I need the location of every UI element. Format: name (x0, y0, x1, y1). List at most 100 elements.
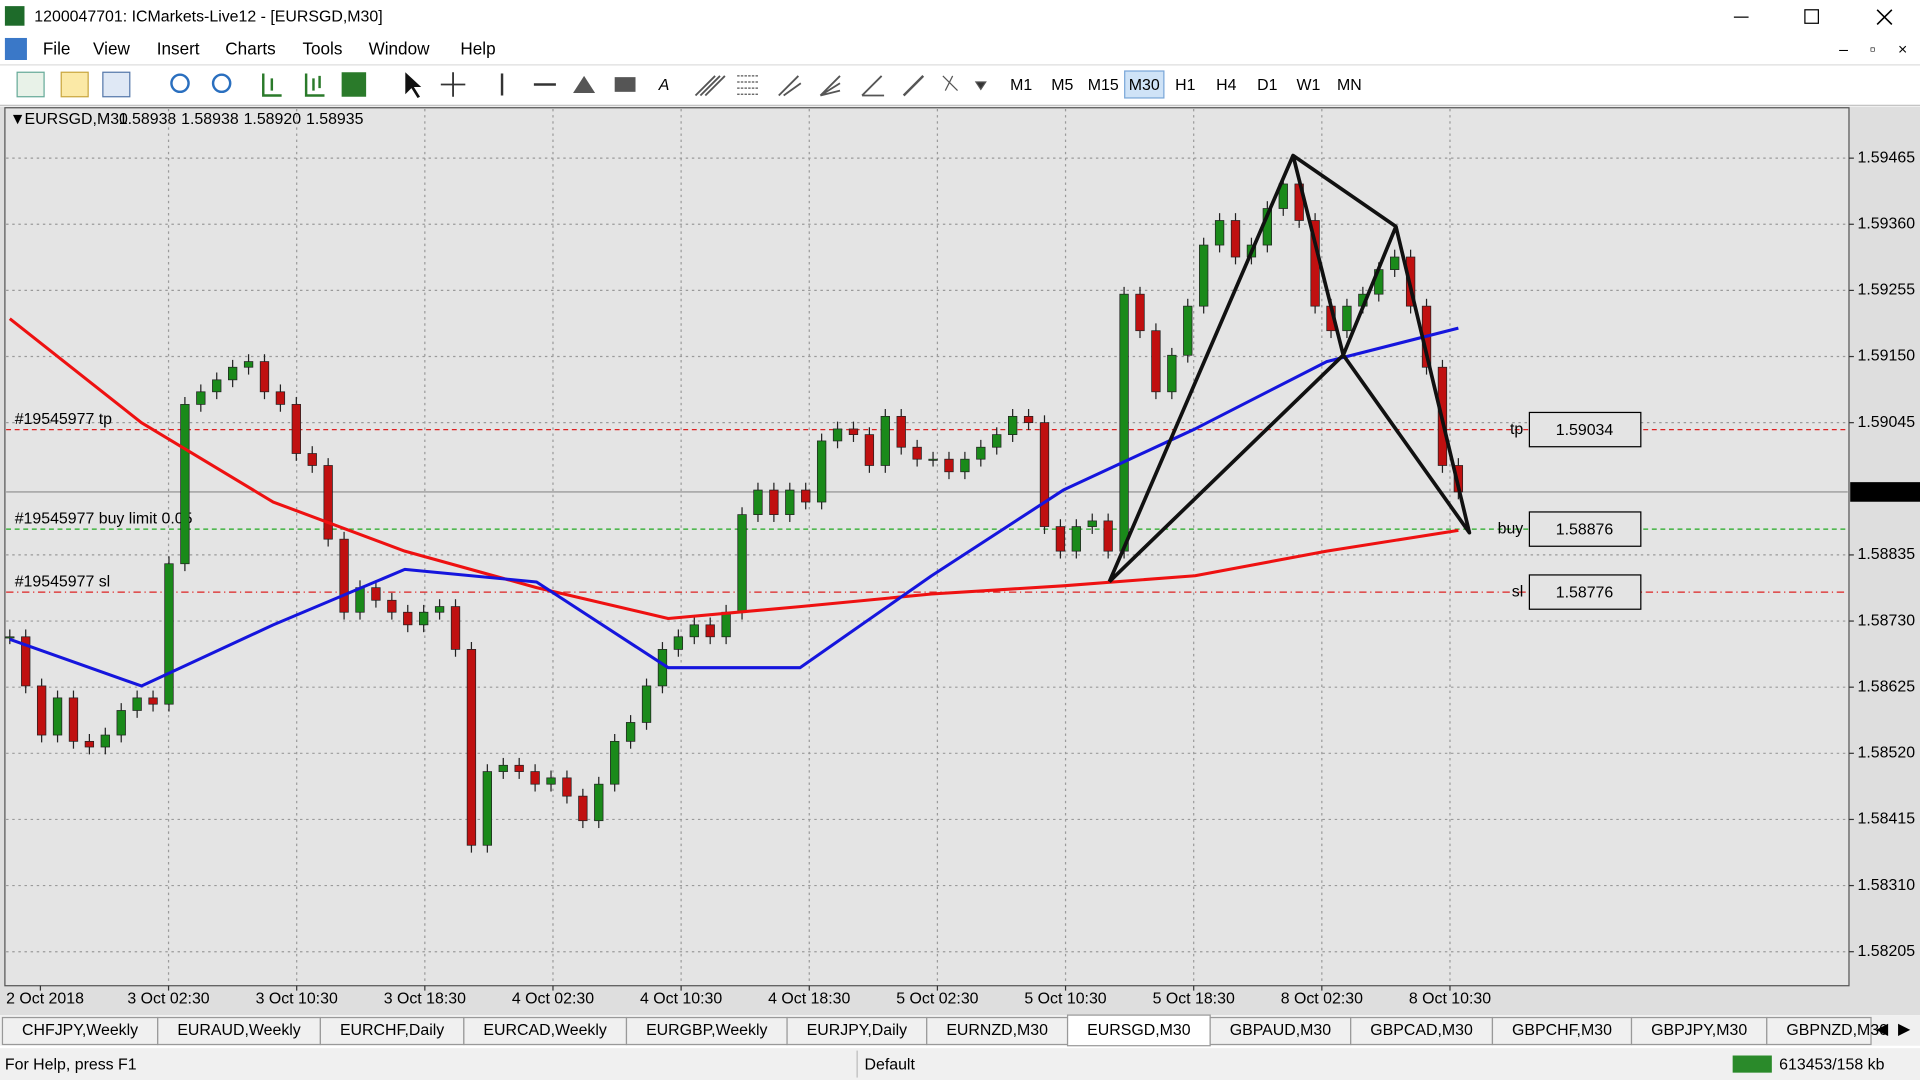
timeframe-button[interactable]: W1 (1296, 77, 1320, 94)
tab-label[interactable]: GBPCHF,M30 (1512, 1022, 1612, 1039)
tab-label[interactable]: GBPJPY,M30 (1651, 1022, 1747, 1039)
candle-body (721, 611, 731, 638)
tool-new-chart[interactable] (16, 71, 45, 98)
mdi-close[interactable]: × (1898, 41, 1907, 58)
menu-item[interactable]: Tools (302, 39, 342, 59)
tool-candles[interactable] (304, 73, 325, 97)
candle-body (1135, 293, 1145, 332)
tool-triangle[interactable] (573, 75, 596, 94)
candle-body (164, 563, 174, 705)
candle-body (514, 764, 524, 772)
tab-active[interactable] (1066, 1014, 1211, 1047)
candle-body (737, 514, 747, 613)
candle-body (944, 458, 954, 473)
tab[interactable] (319, 1016, 465, 1046)
candle-body (594, 783, 604, 822)
tab-label[interactable]: EURJPY,Daily (807, 1022, 908, 1039)
candle-body (387, 599, 397, 613)
tool-fibo[interactable] (737, 75, 760, 95)
tab-label[interactable]: EURNZD,M30 (946, 1022, 1048, 1039)
tool-bar-chart[interactable] (262, 73, 282, 97)
candle-body (816, 440, 827, 503)
menu-item[interactable]: Help (460, 39, 495, 59)
candle-body (1087, 520, 1097, 527)
restore-button[interactable] (1804, 9, 1819, 24)
timeframe-button[interactable]: M15 (1088, 77, 1119, 94)
tab-label[interactable]: CHFJPY,Weekly (22, 1022, 138, 1039)
tool-trendline[interactable] (902, 75, 925, 97)
tab[interactable] (625, 1016, 788, 1046)
candle-body (84, 740, 95, 748)
tab[interactable] (1, 1016, 159, 1046)
quote-value: 1.58935 (306, 111, 364, 128)
mdi-minimize[interactable]: – (1839, 41, 1848, 58)
tab[interactable] (157, 1016, 321, 1046)
timeframe-button[interactable]: M1 (1010, 77, 1032, 94)
tab-label[interactable]: GBPAUD,M30 (1230, 1022, 1332, 1039)
tool-rectangle[interactable] (614, 77, 636, 92)
tool-zoom-in[interactable] (170, 73, 190, 94)
tool-navigator[interactable] (102, 71, 131, 98)
tool-fan[interactable] (778, 75, 802, 97)
tab[interactable] (1350, 1016, 1494, 1046)
timeframe-button[interactable]: M30 (1129, 77, 1160, 94)
menu-item[interactable]: File (43, 39, 71, 59)
moving-average (9, 326, 1459, 688)
timeframe-button[interactable]: H1 (1175, 77, 1195, 94)
tab-label[interactable]: EURGBP,Weekly (646, 1022, 767, 1039)
timeframe-button[interactable]: D1 (1257, 77, 1277, 94)
price-label: 1.58625 (1858, 678, 1916, 695)
candle-body (689, 624, 699, 638)
price-label: 1.58310 (1858, 877, 1916, 894)
price-label: 1.58415 (1858, 811, 1916, 828)
tool-templates[interactable] (341, 72, 367, 97)
tool-channel[interactable] (694, 75, 726, 97)
timeframe-button[interactable]: H4 (1216, 77, 1236, 94)
candle-body (21, 636, 31, 687)
chart: 1.58938 1.58938 1.58920 1.589351.594651.593… (5, 108, 1920, 1007)
status-help: For Help, press F1 (5, 1057, 137, 1074)
tool-cursor[interactable] (405, 72, 422, 98)
tab-scroll-left[interactable]: ◀ (1876, 1021, 1889, 1038)
candle-body (673, 636, 684, 650)
candle-body (530, 771, 540, 785)
tool-angle[interactable] (861, 75, 885, 97)
mdi-restore[interactable]: ▫ (1870, 41, 1876, 58)
timeframe-button[interactable]: MN (1337, 77, 1362, 94)
tab-label[interactable]: EURCHF,Daily (340, 1022, 444, 1039)
order-price-box (1528, 574, 1642, 610)
order-tag: sl (1512, 583, 1524, 600)
candle-body (848, 428, 859, 435)
tool-crosshair[interactable] (440, 72, 466, 97)
candle-body (68, 697, 79, 742)
tab-label[interactable]: EURCAD,Weekly (483, 1022, 606, 1039)
menu-item[interactable]: View (93, 39, 130, 59)
tab[interactable] (926, 1016, 1069, 1046)
tab-label[interactable]: GBPCAD,M30 (1370, 1022, 1473, 1039)
menu-item[interactable]: Insert (157, 39, 200, 59)
timeframe-button[interactable]: M5 (1051, 77, 1073, 94)
harmonic-pattern[interactable] (1107, 153, 1472, 583)
tool-zoom-out[interactable] (211, 73, 232, 94)
status-bar (0, 1048, 1920, 1080)
menu-item[interactable]: Window (369, 39, 431, 59)
tool-gann[interactable] (819, 75, 841, 97)
tab-label[interactable]: EURAUD,Weekly (177, 1022, 300, 1039)
menu-item[interactable]: Charts (225, 39, 275, 59)
tool-profiles[interactable] (60, 71, 89, 98)
tab[interactable] (1766, 1016, 1872, 1046)
candle-body (1071, 526, 1081, 552)
chart-menu-arrow[interactable]: ▼ (10, 111, 26, 128)
tab-label[interactable]: GBPNZD,M30 (1786, 1022, 1888, 1039)
candle-body (1103, 520, 1113, 552)
tab-scroll-right[interactable]: ▶ (1898, 1021, 1911, 1038)
time-label: 8 Oct 02:30 (1281, 990, 1363, 1007)
tool-text[interactable]: A (658, 77, 670, 94)
quote-value: 1.58938 (181, 111, 239, 128)
candle-body (275, 391, 286, 405)
tab[interactable] (786, 1016, 928, 1046)
tab-label[interactable]: EURSGD,M30 (1087, 1022, 1191, 1039)
tool-arrows[interactable] (942, 75, 987, 92)
candle-body (1278, 183, 1288, 209)
close-button[interactable] (1876, 9, 1893, 26)
